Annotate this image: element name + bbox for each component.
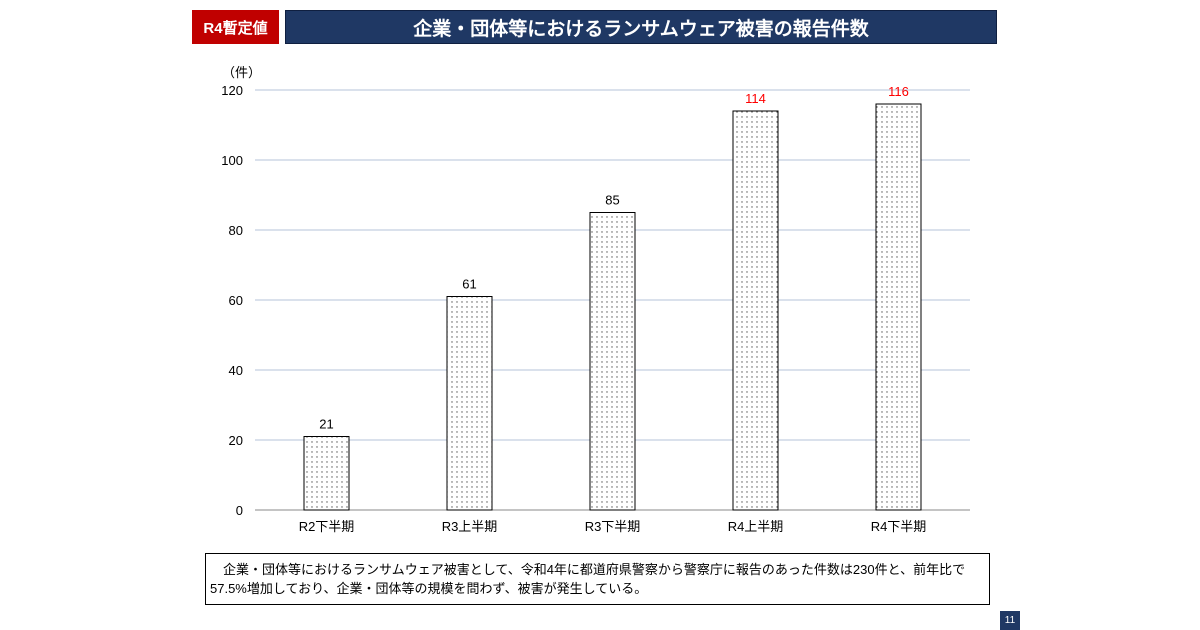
bar [875,103,922,511]
summary-text: 企業・団体等におけるランサムウェア被害として、令和4年に都道府県警察から警察庁に… [205,553,990,605]
y-tick-label: 60 [229,293,243,308]
bar [589,212,636,511]
bar [303,436,350,511]
page-title: 企業・団体等におけるランサムウェア被害の報告件数 [285,10,997,44]
y-tick-label: 0 [236,503,243,518]
data-label: 114 [745,91,766,106]
data-label: 61 [462,277,476,292]
bar [732,110,779,511]
bar [446,296,493,511]
y-tick-label: 80 [229,223,243,238]
page-number: 11 [1000,611,1020,630]
data-label: 85 [605,193,619,208]
data-label: 21 [319,417,333,432]
y-tick-label: 20 [229,433,243,448]
provisional-badge: R4暫定値 [192,10,279,44]
x-tick-label: R2下半期 [299,519,355,534]
data-label: 116 [888,84,909,99]
y-tick-label: 40 [229,363,243,378]
x-tick-label: R3下半期 [585,519,641,534]
x-tick-label: R4上半期 [728,519,784,534]
x-tick-label: R4下半期 [871,519,927,534]
x-tick-label: R3上半期 [442,519,498,534]
y-tick-label: 100 [221,153,243,168]
y-tick-label: 120 [221,83,243,98]
y-axis-unit: （件） [222,65,261,80]
